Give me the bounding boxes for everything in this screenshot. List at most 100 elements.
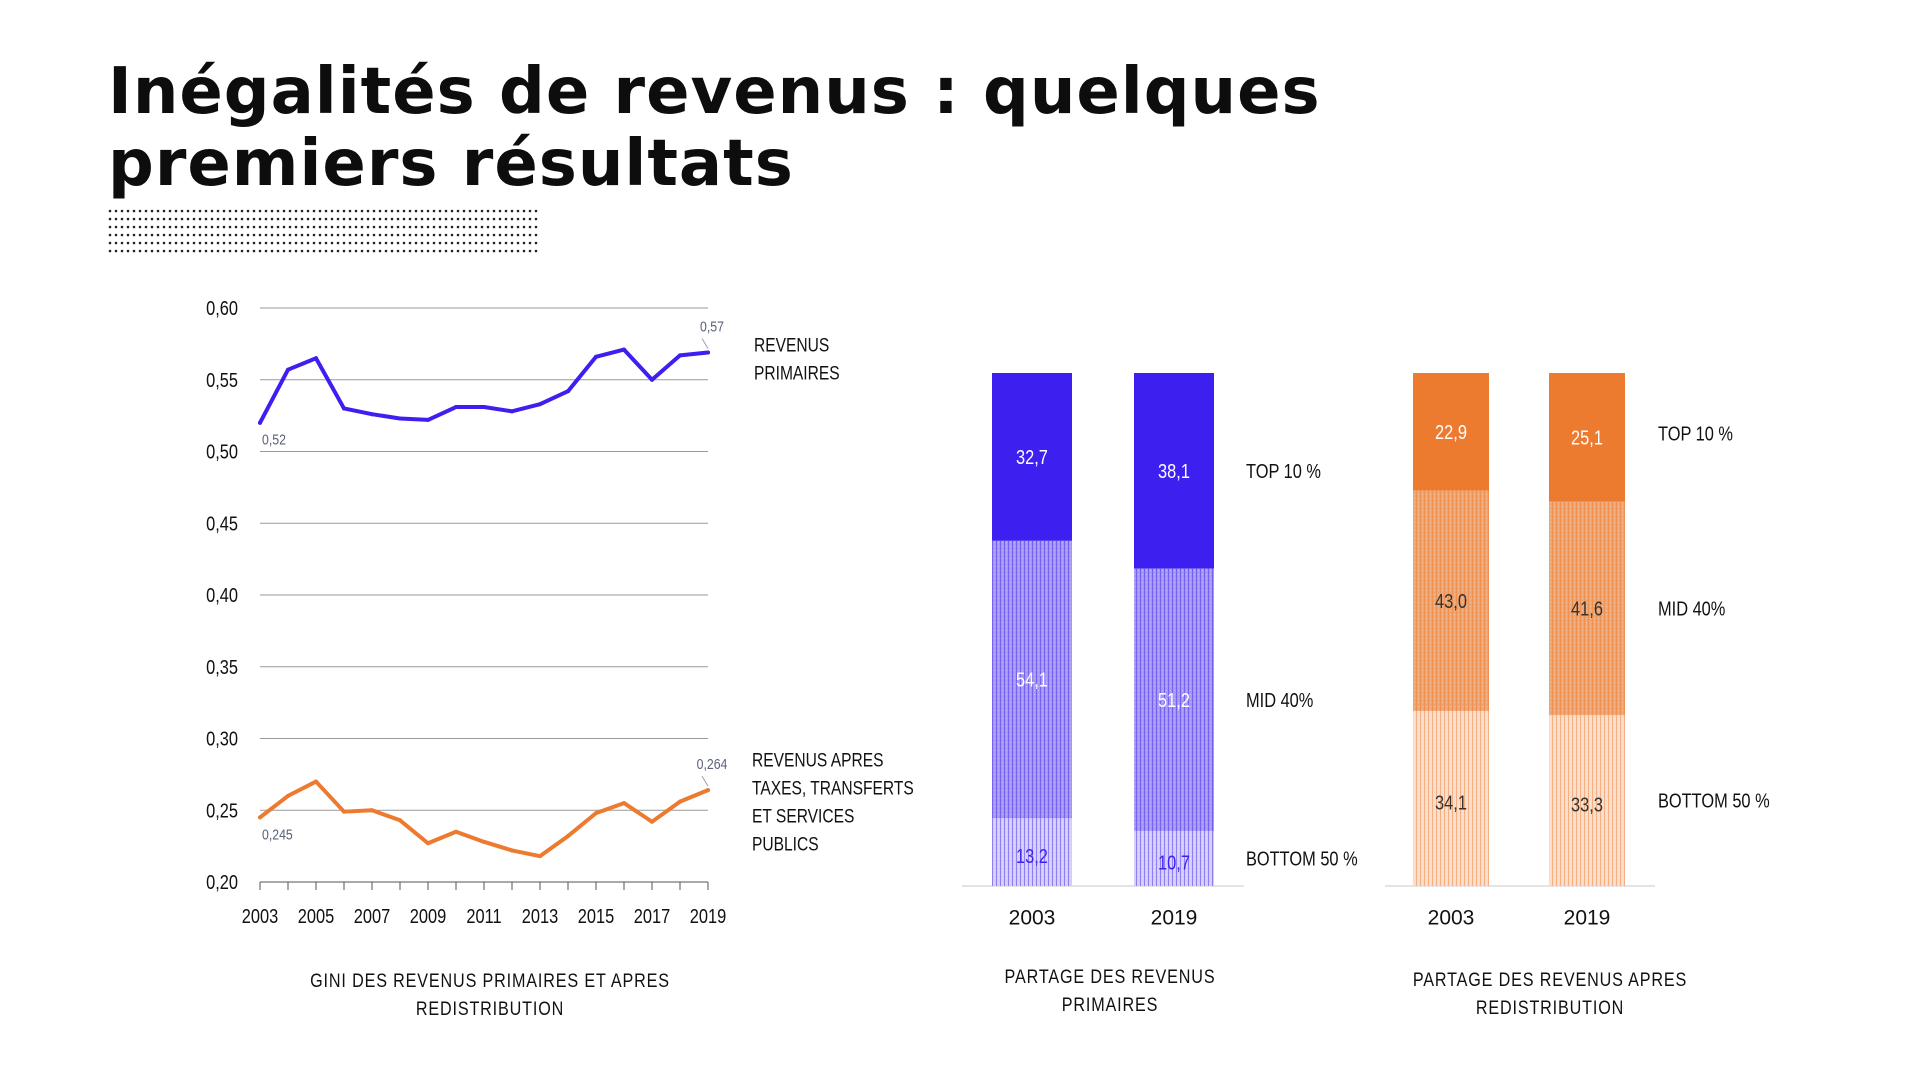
divider-dot — [426, 217, 430, 221]
divider-dot — [114, 209, 118, 213]
divider-dot — [300, 225, 304, 229]
divider-dot — [390, 209, 394, 213]
series-point-0 — [650, 377, 654, 382]
divider-dot — [468, 233, 472, 237]
divider-dot — [294, 217, 298, 221]
divider-dot — [360, 217, 364, 221]
series-legend-label: TOP 10 % — [1658, 422, 1733, 445]
divider-dot — [240, 225, 244, 229]
divider-dot — [204, 225, 208, 229]
divider-dot — [126, 225, 130, 229]
divider-dot — [156, 209, 160, 213]
divider-dot — [264, 209, 268, 213]
divider-dot — [348, 249, 352, 253]
series-point-1 — [622, 801, 626, 806]
y-tick-label: 0,20 — [206, 871, 238, 894]
divider-dot — [372, 225, 376, 229]
divider-dot — [468, 217, 472, 221]
divider-dot — [306, 249, 310, 253]
x-tick-label: 2017 — [634, 905, 670, 928]
divider-dot — [210, 249, 214, 253]
divider-dot — [150, 249, 154, 253]
divider-dot — [168, 209, 172, 213]
bar-segment-mid-40- — [1134, 568, 1214, 832]
series-point-1 — [566, 834, 570, 839]
divider-dot — [522, 217, 526, 221]
divider-dot — [504, 233, 508, 237]
divider-dot — [108, 217, 112, 221]
divider-dot — [324, 249, 328, 253]
divider-dot — [486, 217, 490, 221]
divider-dot — [288, 249, 292, 253]
divider-dot — [420, 241, 424, 245]
divider-dot — [210, 241, 214, 245]
divider-dot — [294, 209, 298, 213]
divider-dot — [198, 217, 202, 221]
divider-dot — [234, 217, 238, 221]
divider-dot — [534, 217, 538, 221]
divider-dot — [456, 217, 460, 221]
divider-dot — [378, 241, 382, 245]
divider-dot — [444, 209, 448, 213]
series-label: PRIMAIRES — [754, 362, 840, 384]
divider-dot — [360, 225, 364, 229]
divider-dot — [324, 217, 328, 221]
divider-dot — [300, 233, 304, 237]
divider-dot — [300, 209, 304, 213]
divider-dot — [486, 233, 490, 237]
divider-dot — [144, 209, 148, 213]
bar-segment-bottom-50- — [1413, 711, 1489, 886]
divider-dot — [516, 225, 520, 229]
bar-segment-bottom-50- — [1549, 715, 1625, 886]
divider-dot — [120, 217, 124, 221]
series-label: REVENUS APRES — [752, 749, 883, 771]
divider-dot — [240, 241, 244, 245]
divider-dot — [336, 233, 340, 237]
divider-dot — [198, 249, 202, 253]
divider-dot — [246, 225, 250, 229]
divider-dot — [462, 249, 466, 253]
divider-dot — [132, 241, 136, 245]
bar-value-label: 51,2 — [1158, 688, 1190, 711]
divider-dot — [270, 217, 274, 221]
divider-dot — [396, 241, 400, 245]
series-point-0 — [594, 354, 598, 359]
bar-segment-bottom-50- — [1134, 831, 1214, 886]
y-tick-label: 0,25 — [206, 799, 238, 822]
divider-dot — [114, 241, 118, 245]
divider-dot — [330, 209, 334, 213]
bar-value-label: 54,1 — [1016, 668, 1048, 691]
x-tick-label: 2011 — [466, 905, 501, 928]
bar-value-label: 43,0 — [1435, 589, 1467, 612]
divider-dot — [162, 233, 166, 237]
divider-dot — [234, 241, 238, 245]
divider-dot — [336, 249, 340, 253]
divider-dot — [432, 233, 436, 237]
divider-dot — [180, 249, 184, 253]
divider-dot — [408, 225, 412, 229]
end-label-leader — [701, 338, 709, 349]
divider-dot — [108, 209, 112, 213]
series-point-0 — [258, 420, 262, 425]
divider-dot — [156, 249, 160, 253]
series-legend-label: TOP 10 % — [1246, 459, 1321, 482]
divider-dot — [120, 249, 124, 253]
divider-dot — [450, 241, 454, 245]
divider-dot — [324, 225, 328, 229]
divider-dot — [414, 209, 418, 213]
series-point-1 — [258, 815, 262, 820]
divider-dot — [528, 233, 532, 237]
divider-dot — [390, 249, 394, 253]
divider-dot — [462, 225, 466, 229]
divider-dot — [216, 217, 220, 221]
divider-dot — [438, 249, 442, 253]
divider-dot — [216, 209, 220, 213]
divider-dot — [342, 241, 346, 245]
divider-dot — [252, 233, 256, 237]
divider-dot — [444, 233, 448, 237]
divider-dot — [348, 209, 352, 213]
divider-dot — [492, 233, 496, 237]
divider-dot — [486, 225, 490, 229]
divider-dot — [504, 241, 508, 245]
divider-dot — [150, 217, 154, 221]
